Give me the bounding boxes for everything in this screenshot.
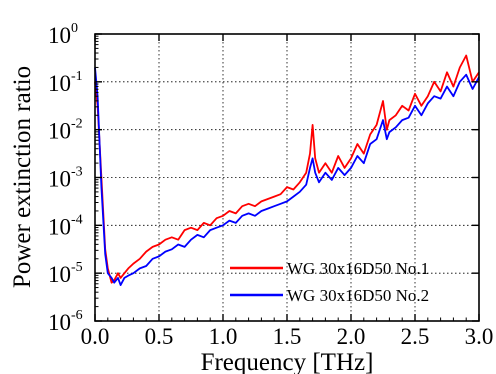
legend: WG 30x16D50 No.1 WG 30x16D50 No.2	[230, 259, 429, 305]
y-tick-label: 10-5	[48, 260, 83, 287]
x-tick-labels: 0.0 0.5 1.0 1.5 2.0 2.5 3.0	[81, 324, 494, 349]
x-tick-label: 1.5	[273, 324, 302, 349]
y-tick-label: 10-6	[48, 308, 83, 335]
series-layer	[94, 54, 480, 286]
x-tick-label: 3.0	[465, 324, 494, 349]
grid	[95, 34, 479, 321]
x-tick-label: 0.5	[145, 324, 174, 349]
legend-label-series-2: WG 30x16D50 No.2	[287, 286, 429, 305]
y-axis-title: Power extinction ratio	[9, 66, 36, 288]
y-tick-label: 10-1	[48, 69, 83, 96]
series-line-1	[94, 54, 480, 284]
y-tick-label: 10-3	[48, 165, 83, 192]
x-tick-label: 2.5	[401, 324, 430, 349]
x-axis-title: Frequency [THz]	[201, 349, 374, 374]
y-tick-label: 10-4	[48, 212, 83, 239]
ticks	[94, 33, 480, 322]
series-line-2	[94, 67, 480, 286]
y-tick-labels: 100 10-1 10-2 10-3 10-4 10-5 10-6	[48, 21, 83, 335]
legend-label-series-1: WG 30x16D50 No.1	[287, 259, 429, 278]
x-tick-label: 0.0	[81, 324, 110, 349]
y-tick-label: 100	[48, 21, 78, 48]
y-tick-label: 10-2	[48, 117, 83, 144]
x-tick-label: 1.0	[209, 324, 238, 349]
x-tick-label: 2.0	[337, 324, 366, 349]
